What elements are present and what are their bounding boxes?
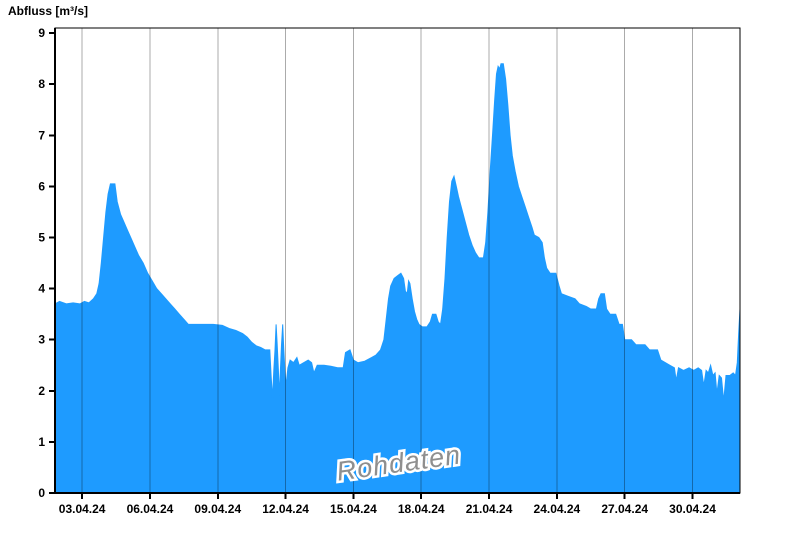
x-tick-label: 09.04.24 xyxy=(194,502,241,516)
axes-layer: 0 1 2 3 4 5 6 7 8 9 03.04.24 06.04.24 09.04.24 12.04.… xyxy=(38,26,741,516)
y-tick-label: 8 xyxy=(38,77,45,91)
y-tick-label: 6 xyxy=(38,179,45,193)
y-tick-label: 9 xyxy=(38,26,45,40)
gridlines-layer xyxy=(81,28,694,493)
x-tick-label: 27.04.24 xyxy=(601,502,648,516)
y-tick-label: 4 xyxy=(38,282,45,296)
x-tick-label: 18.04.24 xyxy=(398,502,445,516)
x-tick-label: 30.04.24 xyxy=(669,502,716,516)
y-tick-label: 2 xyxy=(38,384,45,398)
area-series-layer xyxy=(54,63,741,494)
x-tick-label: 15.04.24 xyxy=(330,502,377,516)
x-tick-label: 24.04.24 xyxy=(534,502,581,516)
y-tick-label: 3 xyxy=(38,333,45,347)
x-tick-label: 06.04.24 xyxy=(127,502,174,516)
y-tick-label: 0 xyxy=(38,486,45,500)
y-tick-label: 7 xyxy=(38,128,45,142)
x-tick-label: 03.04.24 xyxy=(59,502,106,516)
y-tick-label: 5 xyxy=(38,231,45,245)
y-axis-title: Abfluss [m³/s] xyxy=(8,4,89,18)
y-tick-label: 1 xyxy=(38,435,45,449)
x-tick-label: 12.04.24 xyxy=(262,502,309,516)
discharge-area-series xyxy=(54,63,741,494)
x-tick-label: 21.04.24 xyxy=(466,502,513,516)
